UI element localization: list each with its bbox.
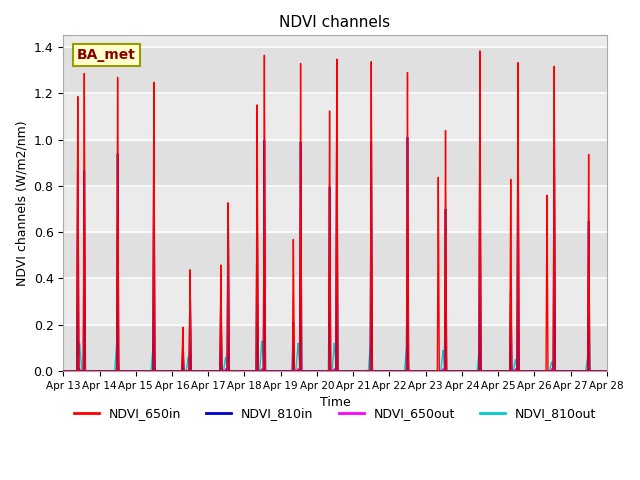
Text: BA_met: BA_met <box>77 48 136 62</box>
Bar <box>63 93 607 140</box>
Title: NDVI channels: NDVI channels <box>280 15 390 30</box>
Legend: NDVI_650in, NDVI_810in, NDVI_650out, NDVI_810out: NDVI_650in, NDVI_810in, NDVI_650out, NDV… <box>68 402 601 425</box>
Bar <box>63 278 607 325</box>
Bar <box>63 186 607 232</box>
Bar <box>63 232 607 278</box>
X-axis label: Time: Time <box>319 396 350 409</box>
Bar <box>63 47 607 93</box>
Bar <box>63 140 607 186</box>
Bar <box>63 325 607 371</box>
Y-axis label: NDVI channels (W/m2/nm): NDVI channels (W/m2/nm) <box>15 120 28 286</box>
